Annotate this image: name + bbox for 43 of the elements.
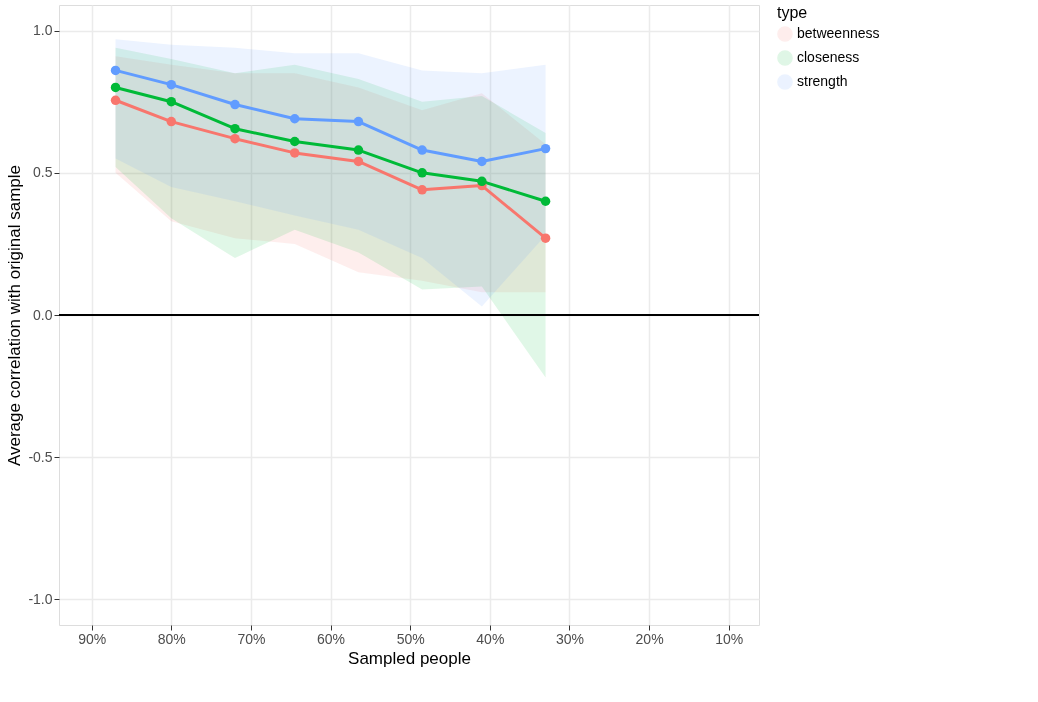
point	[230, 133, 240, 144]
point	[477, 156, 487, 167]
y-tick-label: -1.0	[28, 590, 53, 607]
x-tick-label: 70%	[237, 630, 266, 647]
point	[110, 95, 121, 106]
x-axis-title: Sampled people	[348, 648, 471, 668]
legend-label: closeness	[797, 49, 860, 65]
x-tick-label: 50%	[396, 630, 425, 647]
point	[477, 176, 487, 187]
point	[166, 79, 177, 90]
x-tick-label: 20%	[635, 630, 664, 647]
point	[230, 99, 240, 110]
point	[353, 116, 364, 127]
y-axis-title: Average correlation with original sample	[5, 164, 25, 467]
point	[540, 196, 551, 206]
point	[540, 143, 551, 154]
legend-label: strength	[797, 73, 848, 89]
legend-title: type	[777, 4, 808, 21]
y-tick-label: 1.0	[33, 22, 53, 39]
legend-label: betweenness	[797, 25, 880, 41]
x-tick-label: 30%	[555, 630, 584, 647]
point	[289, 114, 300, 124]
point	[110, 82, 121, 93]
point	[110, 65, 121, 76]
point	[166, 116, 177, 127]
y-tick-label: 0.5	[33, 164, 53, 181]
point	[417, 145, 427, 155]
x-tick-label: 40%	[476, 630, 505, 647]
point	[166, 96, 177, 107]
point	[353, 145, 364, 155]
point	[540, 233, 551, 243]
point	[417, 185, 427, 195]
point	[289, 148, 300, 158]
point	[289, 136, 300, 147]
y-tick-label: 0.0	[33, 306, 53, 323]
point	[417, 168, 427, 178]
point	[230, 123, 240, 134]
y-tick-label: -0.5	[28, 448, 53, 465]
x-tick-label: 80%	[157, 630, 186, 647]
x-tick-label: 10%	[715, 630, 744, 647]
x-tick-label: 60%	[317, 630, 346, 647]
point	[353, 156, 364, 167]
x-tick-label: 90%	[78, 630, 107, 647]
